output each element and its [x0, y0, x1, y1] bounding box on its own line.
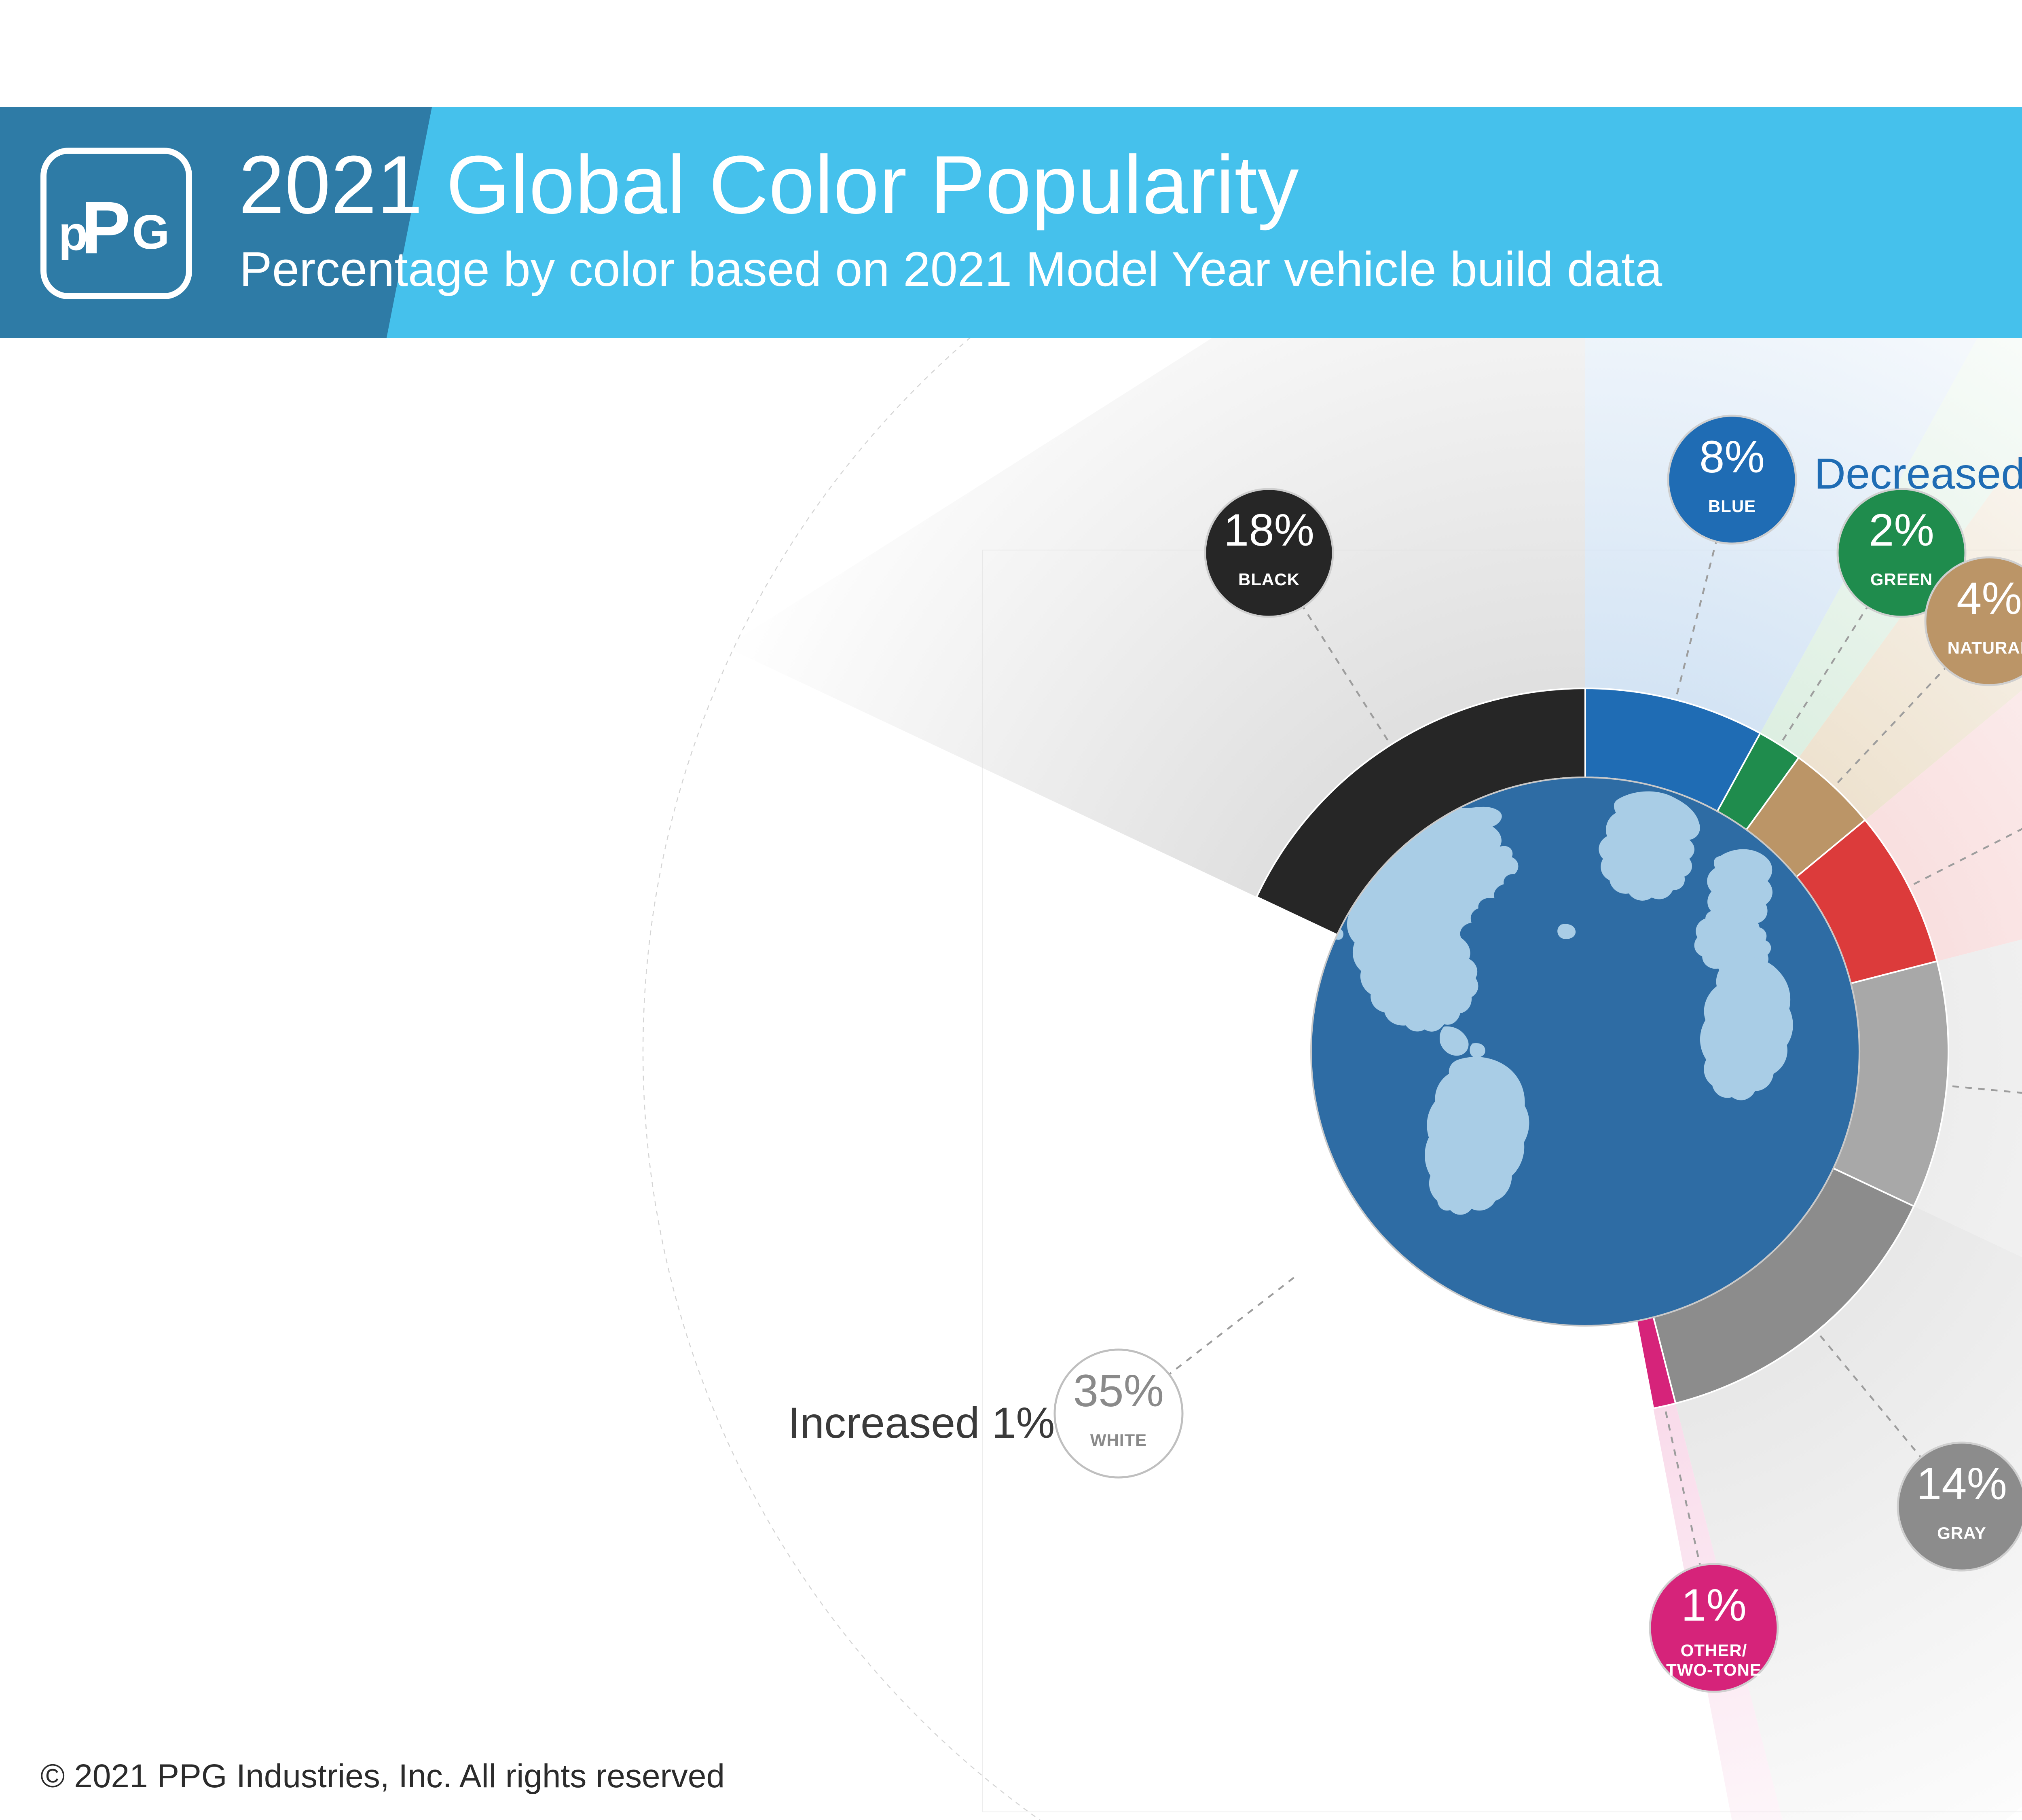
svg-text:1%: 1%	[1681, 1580, 1747, 1630]
svg-text:BLUE: BLUE	[1708, 497, 1756, 516]
svg-text:P: P	[81, 186, 131, 261]
svg-text:GRAY: GRAY	[1937, 1524, 1986, 1543]
svg-text:BLACK: BLACK	[1238, 570, 1300, 589]
svg-text:TWO-TONE: TWO-TONE	[1666, 1660, 1762, 1679]
svg-text:2%: 2%	[1869, 505, 1934, 555]
svg-text:8%: 8%	[1699, 432, 1765, 482]
svg-text:35%: 35%	[1073, 1365, 1164, 1416]
svg-text:14%: 14%	[1916, 1458, 2007, 1509]
svg-text:Decreased 1%: Decreased 1%	[1814, 449, 2022, 498]
svg-text:Increased 1%: Increased 1%	[788, 1398, 1055, 1447]
svg-text:4%: 4%	[1956, 573, 2022, 624]
svg-text:GREEN: GREEN	[1870, 570, 1933, 589]
svg-text:WHITE: WHITE	[1090, 1431, 1147, 1450]
svg-text:OTHER/: OTHER/	[1681, 1641, 1747, 1660]
svg-text:NATURAL: NATURAL	[1948, 638, 2022, 657]
svg-text:18%: 18%	[1224, 505, 1314, 555]
svg-text:G: G	[132, 205, 169, 259]
